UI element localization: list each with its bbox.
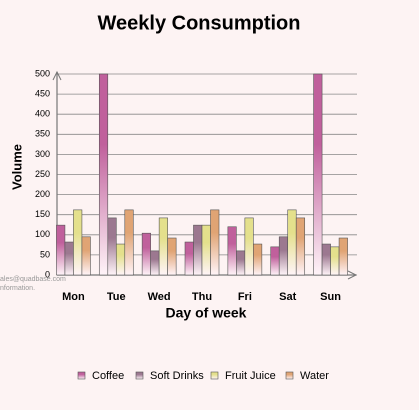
bar <box>98 73 109 276</box>
bar <box>141 232 151 276</box>
x-tick-label: Wed <box>148 291 171 303</box>
bar <box>73 209 83 276</box>
bar <box>313 73 323 276</box>
watermark: ales@quadbase.com <box>0 276 66 283</box>
y-tick-label: 250 <box>35 169 50 179</box>
x-axis-label: Day of week <box>166 305 247 321</box>
y-tick-label: 350 <box>35 129 50 139</box>
bar <box>287 209 297 276</box>
bar <box>244 217 254 276</box>
bar <box>64 241 74 276</box>
bar <box>158 217 168 276</box>
bar <box>295 217 306 276</box>
x-tick-label: Thu <box>192 291 212 303</box>
legend-marker <box>285 371 294 380</box>
x-tick-label: Fri <box>238 291 252 303</box>
y-tick-label: 50 <box>40 249 50 259</box>
legend-label: Soft Drinks <box>150 370 204 382</box>
bar <box>201 224 211 276</box>
y-tick-label: 100 <box>35 229 50 239</box>
y-tick-label: 0 <box>45 269 50 279</box>
chart-title: Weekly Consumption <box>98 12 301 34</box>
x-axis-arrow <box>347 270 358 280</box>
bar <box>193 224 203 276</box>
legend-label: Coffee <box>92 370 124 382</box>
y-tick-label: 400 <box>35 109 50 119</box>
y-tick-label: 300 <box>35 149 50 159</box>
bar <box>270 246 280 276</box>
bar <box>107 217 117 276</box>
bar <box>115 243 126 276</box>
bar <box>227 226 237 276</box>
legend-marker <box>210 371 219 380</box>
bar <box>338 237 348 276</box>
bar <box>210 209 220 276</box>
bar <box>321 243 331 276</box>
watermark: nformation. <box>0 285 35 292</box>
bar <box>184 241 194 276</box>
bar <box>253 243 263 276</box>
bar <box>330 246 340 276</box>
legend-marker <box>77 371 86 380</box>
legend-label: Water <box>300 370 329 382</box>
legend-marker <box>135 371 144 380</box>
x-tick-label: Mon <box>62 291 85 303</box>
x-tick-label: Sun <box>320 291 341 303</box>
bar <box>124 209 134 276</box>
y-tick-label: 500 <box>35 68 50 78</box>
y-tick-label: 450 <box>35 88 50 98</box>
x-tick-label: Sat <box>279 291 296 303</box>
y-tick-label: 200 <box>35 189 50 199</box>
y-tick-label: 150 <box>35 209 50 219</box>
bar <box>278 236 289 276</box>
legend-label: Fruit Juice <box>225 370 276 382</box>
bar <box>56 224 66 276</box>
y-axis-label: Volume <box>9 144 24 190</box>
bar <box>150 250 160 276</box>
bar <box>167 237 177 276</box>
bar <box>236 250 246 276</box>
x-tick-label: Tue <box>107 291 126 303</box>
bar <box>81 236 91 276</box>
y-axis-arrow <box>52 70 62 81</box>
